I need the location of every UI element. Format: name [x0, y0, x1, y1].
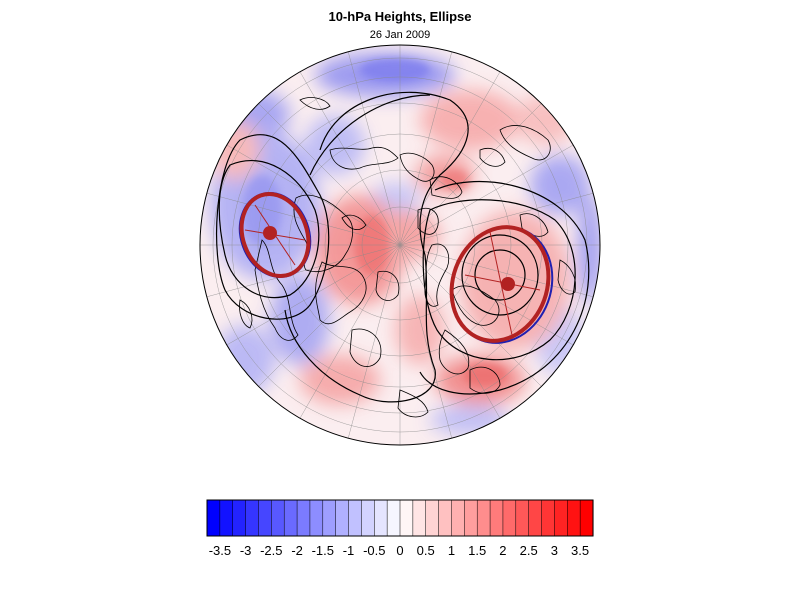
- colorbar-cell: [386, 499, 401, 537]
- right-vortex-ellipse: [449, 225, 554, 344]
- colorbar-tick-label: 2.5: [520, 543, 538, 558]
- colorbar-cell: [374, 499, 388, 537]
- colorbar-cell: [348, 499, 362, 537]
- colorbar-cell: [425, 499, 440, 537]
- colorbar-cell: [554, 499, 568, 537]
- colorbar-cell: [232, 499, 247, 537]
- colorbar-cell: [258, 499, 272, 537]
- colorbar-tick-label: 0: [396, 543, 403, 558]
- left-vortex-ellipse: [238, 191, 312, 279]
- colorbar-cell: [489, 499, 504, 537]
- colorbar-tick-label: -3: [240, 543, 252, 558]
- colorbar-tick-label: -0.5: [363, 543, 385, 558]
- height-contours: [215, 91, 590, 403]
- colorbar-tick-label: 1.5: [468, 543, 486, 558]
- colorbar-tick-label: 3.5: [571, 543, 589, 558]
- colorbar-cell: [438, 499, 453, 537]
- colorbar-tick-label: 2: [499, 543, 506, 558]
- map-date-subtitle: 26 Jan 2009: [369, 29, 431, 41]
- map-title: 10-hPa Heights, Ellipse: [328, 9, 472, 24]
- colorbar-cell: [245, 499, 260, 537]
- colorbar-cell: [412, 499, 427, 537]
- colorbar-cell: [451, 499, 465, 537]
- colorbar-cell: [322, 499, 337, 537]
- colorbar-cell: [219, 499, 234, 537]
- left-vortex-center-marker: [263, 226, 277, 240]
- colorbar-tick-label: -2.5: [260, 543, 282, 558]
- colorbar-tick-label: 3: [551, 543, 558, 558]
- colorbar-cell: [541, 499, 555, 537]
- colorbar-cell: [528, 499, 543, 537]
- colorbar-cell: [464, 499, 478, 537]
- colorbar-cell: [283, 499, 298, 537]
- colorbar-labels: -3.5 -3 -2.5 -2 -1.5 -1 -0.5 0 0.5 1 1.5 2 2.5 3 3.5: [209, 543, 589, 558]
- colorbar-tick-label: -1: [343, 543, 355, 558]
- colorbar-tick-label: 1: [448, 543, 455, 558]
- colorbar-cell: [335, 499, 350, 537]
- colorbar-cell: [206, 499, 221, 537]
- colorbar-cell: [399, 499, 414, 537]
- colorbar-tick-label: -2: [291, 543, 303, 558]
- colorbar-frame: [206, 499, 594, 537]
- colorbar-cell: [579, 499, 594, 537]
- map-boundary: [199, 44, 601, 446]
- colorbar-cell: [567, 499, 581, 537]
- colorbar-cell: [309, 499, 324, 537]
- colorbar-cell: [502, 499, 517, 537]
- colorbar-tick-label: -1.5: [312, 543, 334, 558]
- colorbar-cell: [296, 499, 311, 537]
- colorbar-cell: [515, 499, 530, 537]
- colorbar-cell: [271, 499, 285, 537]
- colorbar-tick-label: -3.5: [209, 543, 231, 558]
- colorbar-cell: [361, 499, 375, 537]
- colorbar-tick-label: 0.5: [417, 543, 435, 558]
- colorbar-cells: [206, 499, 594, 537]
- colorbar-cell: [476, 499, 491, 537]
- right-vortex-center-marker: [501, 277, 515, 291]
